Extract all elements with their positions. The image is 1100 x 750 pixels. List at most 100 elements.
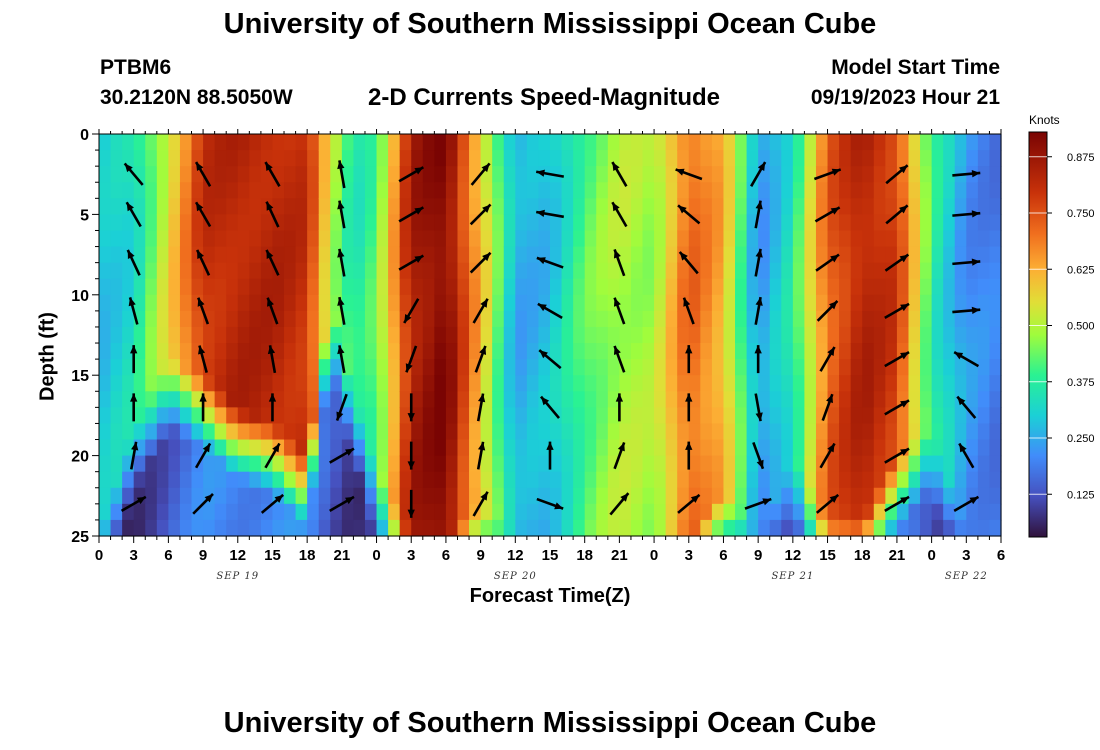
heatmap-cell	[735, 310, 748, 328]
heatmap-cell	[989, 294, 1002, 312]
heatmap-cell	[654, 182, 667, 199]
heatmap-cell	[746, 246, 759, 264]
heatmap-cell	[665, 166, 678, 183]
heatmap-cell	[943, 294, 956, 312]
heatmap-cell	[399, 455, 412, 473]
y-tick-label: 10	[71, 288, 89, 305]
heatmap-cell	[758, 343, 771, 360]
heatmap-cell	[434, 198, 447, 215]
heatmap-cell	[388, 375, 401, 392]
heatmap-cell	[931, 294, 944, 312]
heatmap-cell	[792, 455, 806, 473]
heatmap-cell	[550, 343, 563, 360]
heatmap-cell	[781, 166, 794, 183]
heatmap-cell	[573, 439, 586, 457]
heatmap-cell	[711, 455, 725, 473]
heatmap-cell	[341, 519, 355, 537]
heatmap-cell	[272, 375, 285, 392]
heatmap-cell	[700, 294, 713, 312]
heatmap-cell	[815, 343, 829, 360]
heatmap-cell	[179, 343, 193, 360]
heatmap-cell	[538, 359, 551, 376]
heatmap-cell	[619, 310, 632, 328]
heatmap-cell	[781, 230, 794, 248]
heatmap-cell	[353, 182, 366, 199]
heatmap-cell	[619, 230, 632, 248]
heatmap-cell	[411, 134, 424, 151]
current-arrow	[337, 160, 346, 189]
x-tick-label: 18	[576, 547, 593, 564]
current-arrow	[819, 442, 836, 469]
heatmap-cell	[711, 294, 725, 312]
heatmap-cell	[399, 278, 412, 296]
heatmap-cell	[989, 423, 1002, 441]
heatmap-cell	[804, 278, 817, 296]
heatmap-cell	[769, 326, 782, 344]
heatmap-cell	[272, 310, 285, 328]
heatmap-cell	[862, 439, 875, 457]
heatmap-cell	[168, 375, 181, 392]
heatmap-cell	[896, 150, 910, 167]
heatmap-cell	[214, 391, 227, 408]
heatmap-cell	[769, 455, 782, 473]
heatmap-cell	[284, 439, 297, 457]
heatmap-cell	[156, 519, 169, 537]
heatmap-cell	[168, 423, 181, 441]
heatmap-cell	[110, 230, 123, 248]
heatmap-cell	[272, 246, 285, 264]
heatmap-cell	[873, 278, 886, 296]
heatmap-cell	[122, 359, 135, 376]
heatmap-cell	[526, 423, 540, 441]
heatmap-cell	[781, 343, 794, 360]
heatmap-cell	[284, 455, 297, 473]
heatmap-cell	[168, 278, 181, 296]
heatmap-cell	[99, 439, 112, 457]
heatmap-cell	[885, 150, 898, 167]
colorbar-tick-label: 0.625	[1067, 264, 1095, 276]
heatmap-cell	[260, 278, 274, 296]
current-arrow	[469, 203, 492, 226]
heatmap-cell	[630, 439, 644, 457]
heatmap-cell	[364, 214, 378, 232]
heatmap-cell	[573, 182, 586, 199]
heatmap-cell	[688, 503, 701, 521]
heatmap-cell	[214, 278, 227, 296]
heatmap-cell	[862, 391, 875, 408]
heatmap-cell	[746, 375, 759, 392]
heatmap-cell	[665, 519, 678, 537]
heatmap-cell	[260, 359, 274, 376]
heatmap-cell	[284, 262, 297, 280]
heatmap-cell	[249, 439, 262, 457]
heatmap-cell	[573, 150, 586, 167]
heatmap-cell	[503, 230, 516, 248]
heatmap-cell	[457, 230, 470, 248]
heatmap-cell	[341, 150, 355, 167]
heatmap-cell	[862, 278, 875, 296]
heatmap-cell	[873, 519, 886, 537]
heatmap-cell	[168, 246, 181, 264]
heatmap-cell	[376, 166, 389, 183]
x-tick-label: 12	[229, 547, 246, 564]
heatmap-cell	[99, 343, 112, 360]
heatmap-cell	[110, 246, 123, 264]
heatmap-cell	[214, 343, 227, 360]
heatmap-cell	[758, 455, 771, 473]
heatmap-cell	[654, 326, 667, 344]
heatmap-cell	[353, 455, 366, 473]
heatmap-cell	[515, 519, 528, 537]
heatmap-cell	[179, 150, 193, 167]
heatmap-cell	[203, 423, 216, 441]
heatmap-cell	[665, 455, 678, 473]
heatmap-cell	[711, 407, 725, 425]
heatmap-cell	[619, 262, 632, 280]
heatmap-cell	[295, 326, 308, 344]
heatmap-cell	[584, 214, 597, 232]
heatmap-cell	[873, 294, 886, 312]
heatmap-cell	[110, 423, 123, 441]
heatmap-cell	[735, 326, 748, 344]
heatmap-cell	[457, 166, 470, 183]
heatmap-cell	[411, 278, 424, 296]
heatmap-cell	[295, 278, 308, 296]
heatmap-cell	[122, 391, 135, 408]
heatmap-cell	[295, 134, 308, 151]
